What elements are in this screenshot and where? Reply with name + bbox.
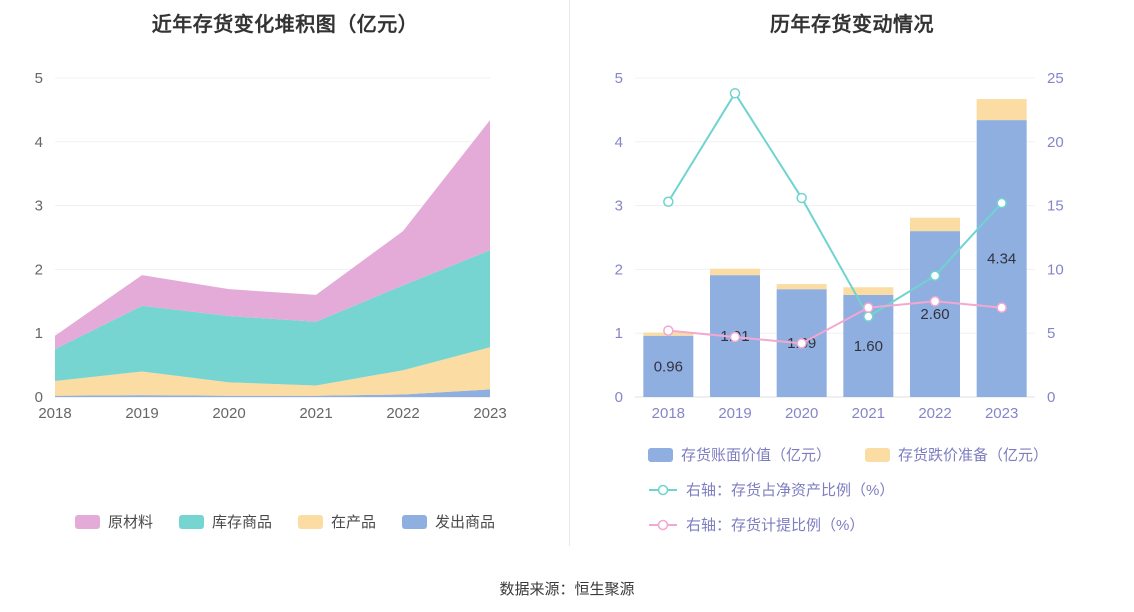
legend-label: 原材料	[107, 514, 153, 531]
legend-circle	[657, 519, 669, 530]
legend-label: 右轴：存货占净资产比例（%）	[686, 482, 895, 499]
right-y-axis-tick-label: 15	[1047, 198, 1064, 215]
legend-swatch-icon	[74, 514, 100, 529]
bar-segment	[643, 335, 694, 397]
right-y-axis-tick-label: 0	[1047, 389, 1055, 406]
y-axis-tick-label: 2	[35, 261, 43, 278]
y-axis-tick-label: 5	[35, 70, 43, 87]
legend-label: 发出商品	[435, 514, 496, 531]
area-band	[55, 347, 490, 396]
line-marker	[996, 302, 1007, 313]
x-axis-tick-label: 2020	[785, 405, 818, 422]
line-marker	[796, 192, 807, 204]
x-axis-tick-label: 2018	[38, 405, 71, 422]
legend-item: 原材料	[74, 511, 153, 532]
left-y-axis-tick-label: 2	[615, 261, 623, 278]
line-marker	[729, 88, 741, 99]
left-y-axis-tick-label: 1	[615, 325, 623, 342]
bar-segment	[910, 217, 960, 232]
area-band	[55, 389, 490, 397]
legend-row-line: 右轴：存货占净资产比例（%）	[648, 479, 1048, 500]
x-axis-tick-label: 2023	[473, 405, 506, 422]
legend-label: 库存商品	[211, 514, 272, 531]
legend-item: 右轴：存货计提比例（%）	[648, 514, 864, 535]
right-y-axis-tick-label: 10	[1047, 261, 1064, 278]
x-axis-tick-label: 2018	[652, 405, 685, 422]
right-y-axis-tick-label: 20	[1047, 134, 1064, 151]
bar-value-label: 1.60	[854, 338, 883, 355]
left-y-axis-tick-label: 0	[615, 389, 623, 406]
legend-label: 存货账面价值（亿元）	[681, 447, 832, 464]
bar-segment	[710, 268, 760, 276]
legend-label: 在产品	[331, 514, 377, 531]
legend-line-marker-icon	[649, 519, 677, 530]
line-marker	[863, 302, 874, 313]
line-marker	[996, 197, 1007, 209]
line-series	[668, 300, 1002, 345]
legend-label: 存货跌价准备（亿元）	[898, 447, 1049, 464]
line-marker	[929, 296, 941, 307]
area-band	[55, 120, 490, 350]
legend-item: 在产品	[298, 511, 376, 532]
x-axis-tick-label: 2021	[852, 405, 885, 422]
line-marker	[796, 338, 807, 349]
legend-item: 存货跌价准备（亿元）	[865, 444, 1048, 465]
x-axis-tick-label: 2019	[718, 405, 751, 422]
bar-value-label: 4.34	[987, 251, 1016, 268]
stacked-area-chart: 0 1 2 3 4 5 2018 2019 2020 2021 2022 2023	[35, 70, 507, 422]
area-band	[55, 250, 490, 386]
legend-swatch-icon	[178, 514, 204, 529]
legend-swatch-icon	[865, 447, 891, 462]
bar-segment	[843, 287, 894, 295]
x-axis-tick-label: 2022	[918, 405, 951, 422]
legend-item: 存货账面价值（亿元）	[648, 444, 831, 465]
y-axis-tick-label: 1	[35, 325, 43, 342]
line-marker	[663, 325, 674, 336]
legend-line-marker-icon	[649, 484, 677, 495]
bar-line-panel: 0 1 2 3 4 5 0 5 10 15 20 25 2018 2019 2020 2021 2022 2023…	[570, 0, 1134, 560]
x-axis-tick-label: 2019	[125, 405, 158, 422]
legend-swatch-icon	[648, 447, 673, 462]
line-marker	[663, 196, 674, 208]
bar-segment	[776, 284, 827, 290]
left-chart-title: 近年存货变化堆积图（亿元）	[151, 14, 419, 36]
y-axis-tick-label: 4	[35, 134, 43, 151]
legend-row-line: 右轴：存货计提比例（%）	[648, 514, 1048, 535]
legend-item: 库存商品	[178, 511, 272, 532]
bar-segment	[976, 99, 1027, 121]
line-series	[667, 91, 1003, 319]
bar-value-label: 0.96	[654, 358, 683, 375]
legend-swatch-icon	[298, 514, 323, 529]
legend-item: 右轴：存货占净资产比例（%）	[648, 479, 894, 500]
right-chart-title: 历年存货变动情况	[770, 14, 934, 36]
left-y-axis-tick-label: 5	[615, 70, 623, 87]
bar-segment	[976, 120, 1027, 397]
x-axis-tick-label: 2023	[985, 405, 1018, 422]
panel-divider	[569, 0, 570, 546]
line-marker	[929, 270, 941, 282]
y-axis-tick-label: 0	[35, 389, 43, 406]
bar-line-chart: 0 1 2 3 4 5 0 5 10 15 20 25 2018 2019 2020 2021 2022 2023…	[615, 70, 1064, 422]
line-marker	[729, 331, 741, 343]
legend-row-bars: 存货账面价值（亿元） 存货跌价准备（亿元）	[648, 444, 1048, 465]
x-axis-tick-label: 2020	[212, 405, 245, 422]
legend-item: 发出商品	[402, 511, 495, 532]
x-axis-tick-label: 2022	[386, 405, 419, 422]
stacked-area-panel: 0 1 2 3 4 5 2018 2019 2020 2021 2022 2023 近年存货变化堆积图…	[0, 0, 570, 560]
legend-label: 右轴：存货计提比例（%）	[686, 517, 865, 534]
left-y-axis-tick-label: 3	[615, 198, 623, 215]
data-source: 数据来源：恒生聚源	[499, 581, 635, 598]
y-axis-tick-label: 3	[35, 198, 43, 215]
left-y-axis-tick-label: 4	[615, 134, 623, 151]
line-marker	[863, 311, 874, 322]
bar-value-label: 2.60	[920, 306, 949, 323]
left-chart-legend: 原材料 库存商品 在产品 发出商品	[0, 511, 570, 532]
x-axis-tick-label: 2021	[299, 405, 332, 422]
right-chart-legend: 存货账面价值（亿元） 存货跌价准备（亿元） 右轴：存货占净资产比例（%） 右轴：存货计…	[648, 444, 1048, 535]
legend-swatch-icon	[402, 514, 428, 529]
right-y-axis-tick-label: 25	[1047, 70, 1064, 87]
legend-circle	[657, 484, 669, 495]
right-y-axis-tick-label: 5	[1047, 325, 1055, 342]
